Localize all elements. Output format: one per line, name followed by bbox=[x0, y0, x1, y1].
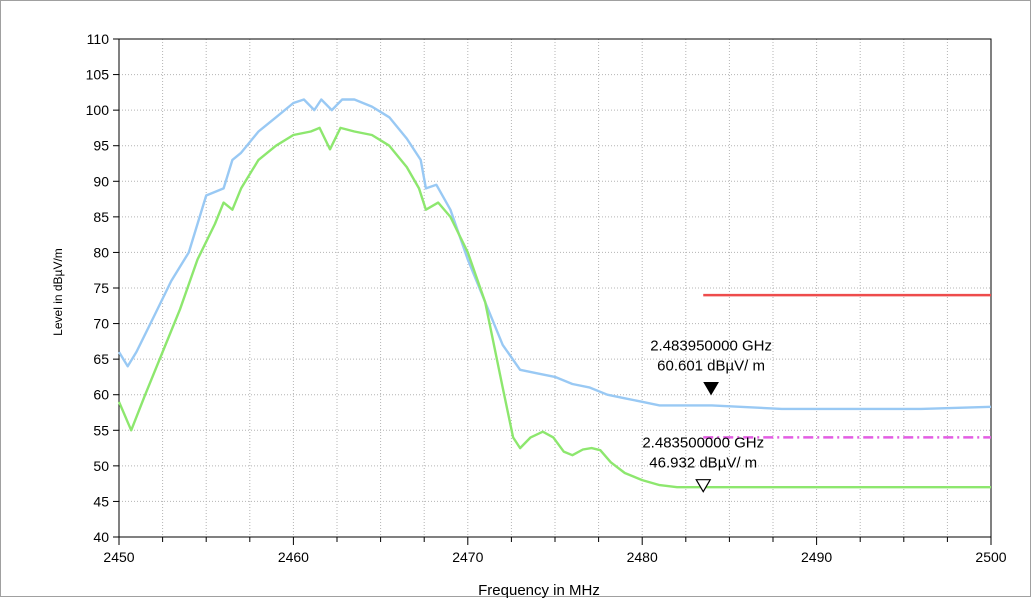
x-tick-labels: 2450 2460 2470 2480 2490 2500 bbox=[103, 549, 1006, 565]
y-tick-label: 100 bbox=[86, 102, 110, 118]
y-tick-label: 85 bbox=[93, 209, 109, 225]
limit-lines bbox=[703, 293, 991, 439]
y-tick-label: 55 bbox=[93, 422, 109, 438]
y-tick-label: 95 bbox=[93, 138, 109, 154]
x-tick-label: 2460 bbox=[278, 549, 309, 565]
series-line-2 bbox=[117, 126, 991, 489]
y-tick-label: 45 bbox=[93, 493, 109, 509]
x-tick-label: 2450 bbox=[103, 549, 134, 565]
marker-symbol-2 bbox=[695, 479, 712, 493]
series-group bbox=[117, 98, 992, 489]
y-tick-label: 110 bbox=[87, 31, 110, 47]
y-tick-label: 40 bbox=[93, 529, 109, 545]
series-line-1 bbox=[117, 98, 992, 411]
y-tick-label: 70 bbox=[93, 316, 109, 332]
x-axis-label: Frequency in MHz bbox=[478, 582, 600, 598]
grid bbox=[118, 38, 992, 538]
y-tick-label: 65 bbox=[93, 351, 109, 367]
marker-level-label: 46.932 dBµV/ m bbox=[649, 455, 757, 472]
x-tick-label: 2470 bbox=[452, 549, 483, 565]
y-tick-label: 60 bbox=[93, 387, 109, 403]
axis-ticks bbox=[113, 38, 992, 545]
marker-level-label: 60.601 dBµV/ m bbox=[657, 357, 765, 374]
marker-symbol-1 bbox=[703, 381, 719, 396]
marker-frequency-label: 2.483950000 GHz bbox=[650, 337, 772, 354]
x-tick-label: 2480 bbox=[627, 549, 658, 565]
x-tick-label: 2500 bbox=[975, 549, 1006, 565]
y-tick-label: 105 bbox=[86, 67, 110, 83]
y-tick-labels: 40 45 50 55 60 65 70 75 80 85 90 95 100 105 110 bbox=[86, 31, 110, 545]
y-tick-label: 50 bbox=[93, 458, 109, 474]
x-tick-label: 2490 bbox=[801, 549, 832, 565]
y-tick-label: 80 bbox=[93, 244, 109, 260]
y-tick-label: 75 bbox=[93, 280, 109, 296]
y-tick-label: 90 bbox=[93, 173, 109, 189]
marker-frequency-label: 2.483500000 GHz bbox=[642, 435, 764, 452]
markers: 2.483950000 GHz 60.601 dBµV/ m 2.483500000… bbox=[642, 337, 772, 493]
y-axis-label: Level in dBµV/m bbox=[51, 248, 65, 336]
